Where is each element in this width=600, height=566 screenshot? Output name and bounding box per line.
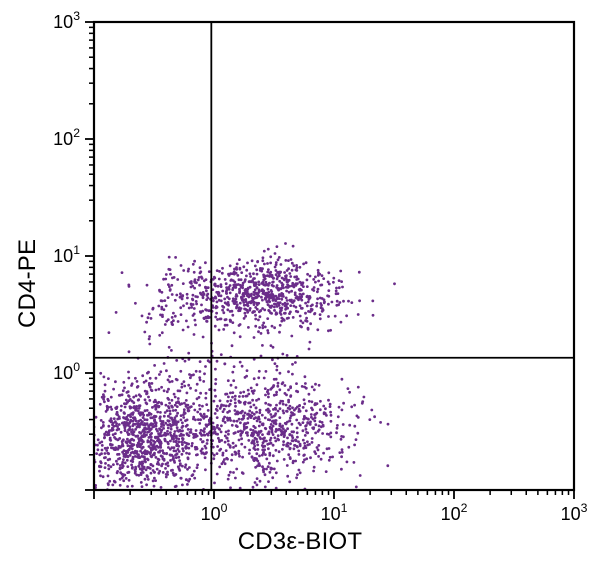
svg-text:102: 102 bbox=[441, 501, 468, 524]
svg-text:100: 100 bbox=[53, 360, 80, 383]
svg-text:102: 102 bbox=[53, 126, 80, 149]
chart-canvas: 100 100 101 101 102 102 103 103 bbox=[0, 0, 600, 566]
svg-text:103: 103 bbox=[53, 9, 80, 32]
svg-text:100: 100 bbox=[201, 501, 228, 524]
svg-text:103: 103 bbox=[561, 501, 588, 524]
svg-text:101: 101 bbox=[321, 501, 348, 524]
y-axis-label: CD4-PE bbox=[14, 0, 42, 566]
x-axis-label: CD3ε-BIOT bbox=[0, 528, 600, 556]
svg-text:101: 101 bbox=[53, 243, 80, 266]
flow-cytometry-plot: 100 100 101 101 102 102 103 103 CD4-PE CD3ε-BIO… bbox=[0, 0, 600, 566]
